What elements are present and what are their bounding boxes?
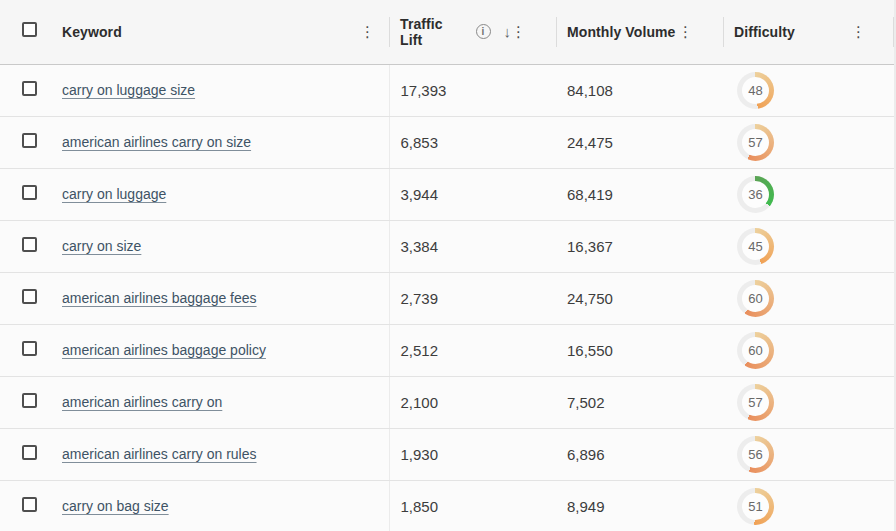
select-all-checkbox[interactable] <box>22 22 37 37</box>
traffic-lift-value: 2,739 <box>389 272 556 324</box>
keyword-link[interactable]: american airlines carry on rules <box>62 446 257 462</box>
keyword-column-label: Keyword <box>62 24 122 40</box>
traffic-lift-value: 2,512 <box>389 324 556 376</box>
traffic-lift-value: 3,384 <box>389 220 556 272</box>
difficulty-score: 56 <box>748 447 762 462</box>
row-checkbox[interactable] <box>22 133 37 148</box>
traffic-lift-value: 17,393 <box>389 64 556 116</box>
header-difficulty: Difficulty ⋮ <box>723 0 896 64</box>
row-checkbox[interactable] <box>22 185 37 200</box>
table-row: american airlines baggage fees 2,739 24,… <box>0 272 896 324</box>
row-checkbox[interactable] <box>22 237 37 252</box>
monthly-volume-value: 68,419 <box>556 168 723 220</box>
traffic-lift-value: 1,850 <box>389 480 556 531</box>
difficulty-gauge: 60 <box>737 280 774 317</box>
difficulty-gauge: 60 <box>737 332 774 369</box>
difficulty-score: 51 <box>748 499 762 514</box>
table-body: carry on luggage size 17,393 84,108 48 a… <box>0 64 896 531</box>
monthly-volume-value: 84,108 <box>556 64 723 116</box>
table-row: carry on size 3,384 16,367 45 <box>0 220 896 272</box>
traffic-lift-value: 6,853 <box>389 116 556 168</box>
difficulty-score: 36 <box>748 187 762 202</box>
monthly-volume-value: 8,949 <box>556 480 723 531</box>
traffic-lift-value: 1,930 <box>389 428 556 480</box>
keyword-column-menu-kebab-icon[interactable]: ⋮ <box>360 24 375 39</box>
difficulty-score: 45 <box>748 239 762 254</box>
traffic-lift-column-label: Traffic Lift <box>400 16 469 48</box>
header-keyword: Keyword ⋮ <box>56 0 389 64</box>
monthly-volume-value: 6,896 <box>556 428 723 480</box>
traffic-lift-value: 3,944 <box>389 168 556 220</box>
row-checkbox[interactable] <box>22 497 37 512</box>
keyword-link[interactable]: american airlines carry on size <box>62 134 251 150</box>
difficulty-score: 57 <box>748 135 762 150</box>
keyword-link[interactable]: carry on size <box>62 238 141 254</box>
difficulty-gauge: 57 <box>737 124 774 161</box>
monthly-volume-value: 24,750 <box>556 272 723 324</box>
keyword-link[interactable]: carry on luggage size <box>62 82 195 98</box>
table-row: carry on bag size 1,850 8,949 51 <box>0 480 896 531</box>
row-checkbox[interactable] <box>22 289 37 304</box>
header-row: Keyword ⋮ Traffic Lift i ↓ ⋮ Monthly Vol… <box>0 0 896 64</box>
keyword-link[interactable]: carry on bag size <box>62 498 169 514</box>
info-icon[interactable]: i <box>476 24 491 39</box>
difficulty-column-label: Difficulty <box>734 24 795 40</box>
difficulty-gauge: 56 <box>737 436 774 473</box>
table-row: carry on luggage size 17,393 84,108 48 <box>0 64 896 116</box>
keyword-link[interactable]: american airlines carry on <box>62 394 222 410</box>
table-header: Keyword ⋮ Traffic Lift i ↓ ⋮ Monthly Vol… <box>0 0 896 64</box>
monthly-volume-value: 16,550 <box>556 324 723 376</box>
monthly-volume-column-menu-kebab-icon[interactable]: ⋮ <box>678 24 693 39</box>
keyword-table: Keyword ⋮ Traffic Lift i ↓ ⋮ Monthly Vol… <box>0 0 896 531</box>
row-checkbox[interactable] <box>22 341 37 356</box>
traffic-lift-value: 2,100 <box>389 376 556 428</box>
difficulty-gauge: 45 <box>737 228 774 265</box>
difficulty-column-menu-kebab-icon[interactable]: ⋮ <box>851 24 866 39</box>
monthly-volume-value: 24,475 <box>556 116 723 168</box>
row-checkbox[interactable] <box>22 393 37 408</box>
difficulty-gauge: 57 <box>737 384 774 421</box>
difficulty-score: 60 <box>748 343 762 358</box>
traffic-lift-column-menu-kebab-icon[interactable]: ⋮ <box>511 24 526 39</box>
table-row: american airlines baggage policy 2,512 1… <box>0 324 896 376</box>
monthly-volume-value: 16,367 <box>556 220 723 272</box>
keyword-link[interactable]: american airlines baggage policy <box>62 342 266 358</box>
table-row: carry on luggage 3,944 68,419 36 <box>0 168 896 220</box>
table-row: american airlines carry on rules 1,930 6… <box>0 428 896 480</box>
difficulty-score: 48 <box>748 83 762 98</box>
keyword-link[interactable]: carry on luggage <box>62 186 166 202</box>
sort-descending-icon[interactable]: ↓ <box>504 24 512 39</box>
difficulty-gauge: 51 <box>737 488 774 525</box>
header-traffic-lift: Traffic Lift i ↓ ⋮ <box>389 0 556 64</box>
difficulty-score: 57 <box>748 395 762 410</box>
table-row: american airlines carry on size 6,853 24… <box>0 116 896 168</box>
row-checkbox[interactable] <box>22 445 37 460</box>
keyword-link[interactable]: american airlines baggage fees <box>62 290 257 306</box>
difficulty-gauge: 48 <box>737 72 774 109</box>
table-row: american airlines carry on 2,100 7,502 5… <box>0 376 896 428</box>
keyword-research-table: Keyword ⋮ Traffic Lift i ↓ ⋮ Monthly Vol… <box>0 0 896 531</box>
monthly-volume-column-label: Monthly Volume <box>567 24 675 40</box>
monthly-volume-value: 7,502 <box>556 376 723 428</box>
header-select-cell <box>0 0 56 64</box>
difficulty-score: 60 <box>748 291 762 306</box>
header-monthly-volume: Monthly Volume ⋮ <box>556 0 723 64</box>
row-checkbox[interactable] <box>22 81 37 96</box>
difficulty-gauge: 36 <box>737 176 774 213</box>
